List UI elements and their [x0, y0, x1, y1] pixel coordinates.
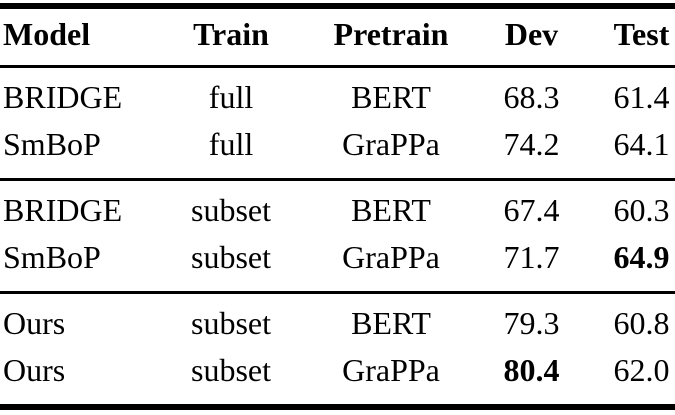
column-header-model: Model — [3, 16, 91, 52]
table-header-row: Model Train Pretrain Dev Test — [0, 9, 675, 65]
cell-dev: 80.4 — [503, 352, 560, 388]
table-row: BRIDGE subset BERT 67.4 60.3 — [0, 187, 675, 234]
table-group-subset-baselines: BRIDGE subset BERT 67.4 60.3 SmBoP subse… — [0, 181, 675, 291]
cell-pretrain: BERT — [351, 192, 431, 228]
cell-pretrain: BERT — [351, 79, 431, 115]
cell-test: 62.0 — [613, 352, 670, 388]
cell-test: 61.4 — [613, 79, 670, 115]
cell-model: Ours — [3, 352, 66, 388]
cell-train: full — [208, 126, 254, 162]
cell-pretrain: GraPPa — [342, 352, 440, 388]
cell-dev: 71.7 — [503, 239, 560, 275]
cell-dev: 68.3 — [503, 79, 560, 115]
cell-dev: 74.2 — [503, 126, 560, 162]
cell-train: subset — [191, 192, 271, 228]
table-row: Ours subset BERT 79.3 60.8 — [0, 300, 675, 347]
cell-model: Ours — [3, 305, 66, 341]
cell-train: full — [208, 79, 254, 115]
cell-dev: 67.4 — [503, 192, 560, 228]
table-group-ours: Ours subset BERT 79.3 60.8 Ours subset G… — [0, 294, 675, 404]
cell-pretrain: GraPPa — [342, 239, 440, 275]
cell-pretrain: GraPPa — [342, 126, 440, 162]
cell-model: SmBoP — [3, 239, 101, 275]
column-header-train: Train — [193, 16, 269, 52]
cell-test: 64.1 — [613, 126, 670, 162]
cell-dev: 79.3 — [503, 305, 560, 341]
column-header-dev: Dev — [504, 16, 559, 52]
table-group-full-train: BRIDGE full BERT 68.3 61.4 SmBoP full Gr… — [0, 68, 675, 178]
cell-model: BRIDGE — [3, 79, 123, 115]
column-header-test: Test — [613, 16, 670, 52]
top-rule — [0, 3, 675, 9]
cell-pretrain: BERT — [351, 305, 431, 341]
cell-test: 60.8 — [613, 305, 670, 341]
column-header-pretrain: Pretrain — [333, 16, 449, 52]
table-row: SmBoP full GraPPa 74.2 64.1 — [0, 121, 675, 168]
cell-model: SmBoP — [3, 126, 101, 162]
header-rule — [0, 65, 675, 68]
cell-train: subset — [191, 239, 271, 275]
cell-model: BRIDGE — [3, 192, 123, 228]
group-separator-2 — [0, 291, 675, 294]
cell-train: subset — [191, 305, 271, 341]
cell-test: 60.3 — [613, 192, 670, 228]
table-row: SmBoP subset GraPPa 71.7 64.9 — [0, 234, 675, 281]
table-row: Ours subset GraPPa 80.4 62.0 — [0, 347, 675, 394]
group-separator-1 — [0, 178, 675, 181]
cell-train: subset — [191, 352, 271, 388]
cell-test: 64.9 — [613, 239, 670, 275]
bottom-rule — [0, 404, 675, 410]
table-row: BRIDGE full BERT 68.3 61.4 — [0, 74, 675, 121]
